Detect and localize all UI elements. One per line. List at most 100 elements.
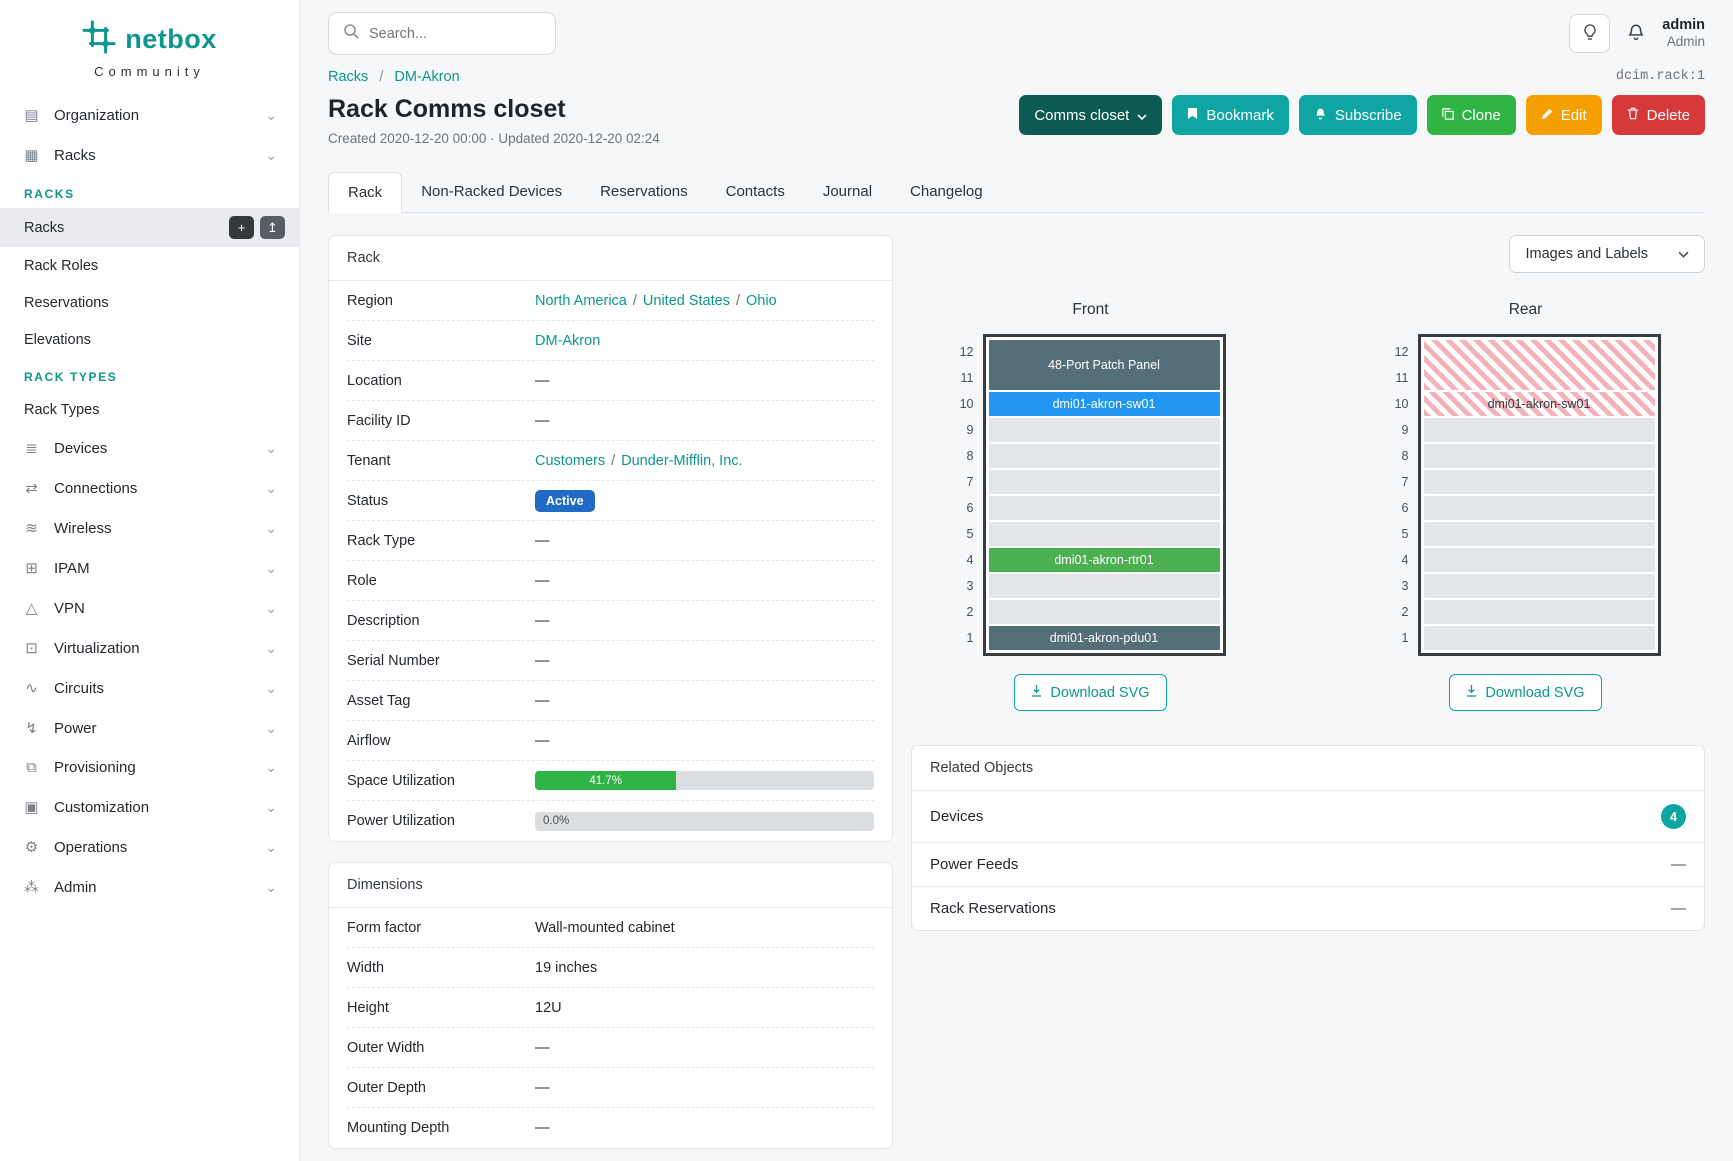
- brand-name: netbox: [125, 24, 217, 54]
- chevron-down-icon: ⌄: [265, 719, 277, 736]
- sidebar: netbox Community ▤ Organization ⌄ ▦ Rack…: [0, 0, 300, 1161]
- tab-contacts[interactable]: Contacts: [725, 183, 785, 200]
- rack-device[interactable]: 48-Port Patch Panel: [988, 340, 1220, 390]
- tenant-link[interactable]: Dunder-Mifflin, Inc.: [621, 452, 743, 469]
- related-objects-title: Related Objects: [912, 746, 1704, 791]
- rack-unit-empty: [1423, 548, 1655, 572]
- tab-changelog[interactable]: Changelog: [910, 183, 983, 200]
- delete-button[interactable]: Delete: [1611, 95, 1705, 135]
- rack-unit-empty: [1423, 470, 1655, 494]
- wireless-icon: ≋: [25, 520, 38, 537]
- theme-toggle-button[interactable]: [1569, 14, 1611, 53]
- tab-rack[interactable]: Rack: [328, 172, 403, 213]
- tab-non-racked-devices[interactable]: Non-Racked Devices: [421, 183, 563, 200]
- rack-context-dropdown[interactable]: Comms closet: [1019, 95, 1163, 135]
- sidebar-item-vpn[interactable]: △ VPN ⌄: [0, 588, 299, 628]
- power-utilization-bar: 0.0%: [535, 811, 874, 831]
- tenant-group-link[interactable]: Customers: [535, 452, 606, 469]
- rack-unit-empty: [1423, 574, 1655, 598]
- provisioning-icon: ⧉: [26, 759, 37, 776]
- bookmark-button[interactable]: Bookmark: [1172, 95, 1289, 135]
- elevation-front: Front 12 11 10 9 8 7 6 5 4 3 2 1 48-Port Patch Pane…: [956, 301, 1226, 711]
- trash-icon: [1627, 107, 1639, 124]
- unit-number: 2: [1401, 605, 1409, 619]
- field-site: Site DM-Akron: [347, 321, 874, 361]
- sidebar-item-power[interactable]: ↯ Power ⌄: [0, 708, 299, 748]
- related-row-rack-reservations: Rack Reservations —: [930, 900, 1686, 917]
- rack-device[interactable]: dmi01-akron-rtr01: [988, 548, 1220, 572]
- edit-button[interactable]: Edit: [1525, 95, 1602, 135]
- site-link[interactable]: DM-Akron: [535, 332, 601, 349]
- sidebar-subitem-reservations[interactable]: Reservations: [0, 284, 299, 321]
- clone-button[interactable]: Clone: [1426, 95, 1516, 135]
- tab-journal[interactable]: Journal: [822, 183, 873, 200]
- rack-card: Rack Region North America / United States…: [328, 235, 893, 842]
- region-link[interactable]: North America: [535, 292, 627, 309]
- region-link[interactable]: Ohio: [746, 292, 777, 309]
- search-input[interactable]: [369, 25, 541, 42]
- notifications-button[interactable]: [1627, 23, 1645, 44]
- sidebar-item-virtualization[interactable]: ⊡ Virtualization ⌄: [0, 628, 299, 668]
- sidebar-subitem-rack-roles[interactable]: Rack Roles: [0, 247, 299, 284]
- unit-number: 4: [1401, 553, 1409, 567]
- breadcrumb-racks-link[interactable]: Racks: [328, 69, 369, 85]
- front-rack-diagram: 48-Port Patch Panel dmi01-akron-sw01 dmi01…: [982, 334, 1226, 656]
- space-utilization-bar: 41.7%: [535, 771, 874, 790]
- sidebar-item-ipam[interactable]: ⊞ IPAM ⌄: [0, 548, 299, 588]
- related-row-devices[interactable]: Devices 4: [912, 791, 1704, 843]
- copy-icon: [1441, 107, 1454, 124]
- tab-reservations[interactable]: Reservations: [600, 183, 688, 200]
- sidebar-subitem-label: Racks: [24, 219, 65, 236]
- sidebar-item-provisioning[interactable]: ⧉ Provisioning ⌄: [0, 748, 299, 787]
- sidebar-item-connections[interactable]: ⇄ Connections ⌄: [0, 468, 299, 508]
- breadcrumb-site-link[interactable]: DM-Akron: [394, 69, 460, 85]
- sidebar-item-organization[interactable]: ▤ Organization ⌄: [0, 95, 299, 135]
- racks-import-button[interactable]: ↥: [260, 216, 285, 239]
- netbox-logo[interactable]: netbox Community: [0, 16, 299, 95]
- unit-number: 1: [1401, 631, 1409, 645]
- elevation-rear: Rear 12 11 10 9 8 7 6 5 4 3 2 1 dmi01-akron-sw01 Do…: [1391, 301, 1661, 711]
- related-row-power-feeds: Power Feeds —: [912, 843, 1704, 887]
- download-svg-front-button[interactable]: Download SVG: [1014, 674, 1167, 711]
- sidebar-subitem-rack-types[interactable]: Rack Types: [0, 391, 299, 428]
- unit-number: 8: [966, 449, 974, 463]
- sidebar-item-racks[interactable]: ▦ Racks ⌄: [0, 135, 299, 175]
- sidebar-subitem-label: Rack Types: [24, 401, 100, 418]
- download-icon: [1031, 684, 1042, 701]
- tab-bar: Rack Non-Racked Devices Reservations Con…: [328, 172, 1705, 213]
- rack-ghost-device: dmi01-akron-sw01: [1423, 392, 1655, 416]
- racks-add-button[interactable]: +: [229, 216, 254, 239]
- rack-unit-empty: [988, 574, 1220, 598]
- rack-device[interactable]: dmi01-akron-pdu01: [988, 626, 1220, 650]
- brand-edition: Community: [94, 64, 205, 79]
- chevron-down-icon: ⌄: [265, 106, 277, 123]
- sidebar-subitem-elevations[interactable]: Elevations: [0, 321, 299, 358]
- rack-device[interactable]: dmi01-akron-sw01: [988, 392, 1220, 416]
- search-box[interactable]: [328, 12, 556, 55]
- sidebar-item-admin[interactable]: ⁂ Admin ⌄: [24, 878, 277, 897]
- sidebar-item-circuits[interactable]: ∿ Circuits ⌄: [0, 668, 299, 708]
- chevron-down-icon: ⌄: [265, 679, 277, 696]
- sidebar-item-devices[interactable]: ≣ Devices ⌄: [0, 428, 299, 468]
- unit-number: 11: [960, 371, 974, 385]
- region-link[interactable]: United States: [642, 292, 730, 309]
- sidebar-item-operations[interactable]: ⚙ Operations ⌄: [0, 827, 299, 867]
- user-menu[interactable]: admin Admin: [1662, 17, 1705, 50]
- topbar: admin Admin: [300, 0, 1733, 61]
- sidebar-subitem-racks[interactable]: Racks + ↥: [0, 208, 299, 247]
- download-svg-rear-button[interactable]: Download SVG: [1449, 674, 1602, 711]
- images-labels-select[interactable]: Images and Labels: [1509, 235, 1705, 273]
- sidebar-item-customization[interactable]: ▣ Customization ⌄: [0, 787, 299, 827]
- connections-icon: ⇄: [25, 480, 38, 497]
- lightbulb-icon: [1582, 23, 1598, 44]
- front-unit-numbers: 12 11 10 9 8 7 6 5 4 3 2 1: [956, 334, 974, 656]
- field-space-utilization: Space Utilization 41.7%: [347, 761, 874, 801]
- subscribe-button[interactable]: Subscribe: [1298, 95, 1417, 135]
- field-region: Region North America / United States / Ohi…: [347, 281, 874, 321]
- unit-number: 7: [966, 475, 974, 489]
- circuits-icon: ∿: [25, 680, 38, 697]
- sidebar-item-wireless[interactable]: ≋ Wireless ⌄: [0, 508, 299, 548]
- sidebar-subitem-label: Elevations: [24, 331, 91, 348]
- organization-icon: ▤: [24, 107, 39, 124]
- rack-unit-empty: [1423, 418, 1655, 442]
